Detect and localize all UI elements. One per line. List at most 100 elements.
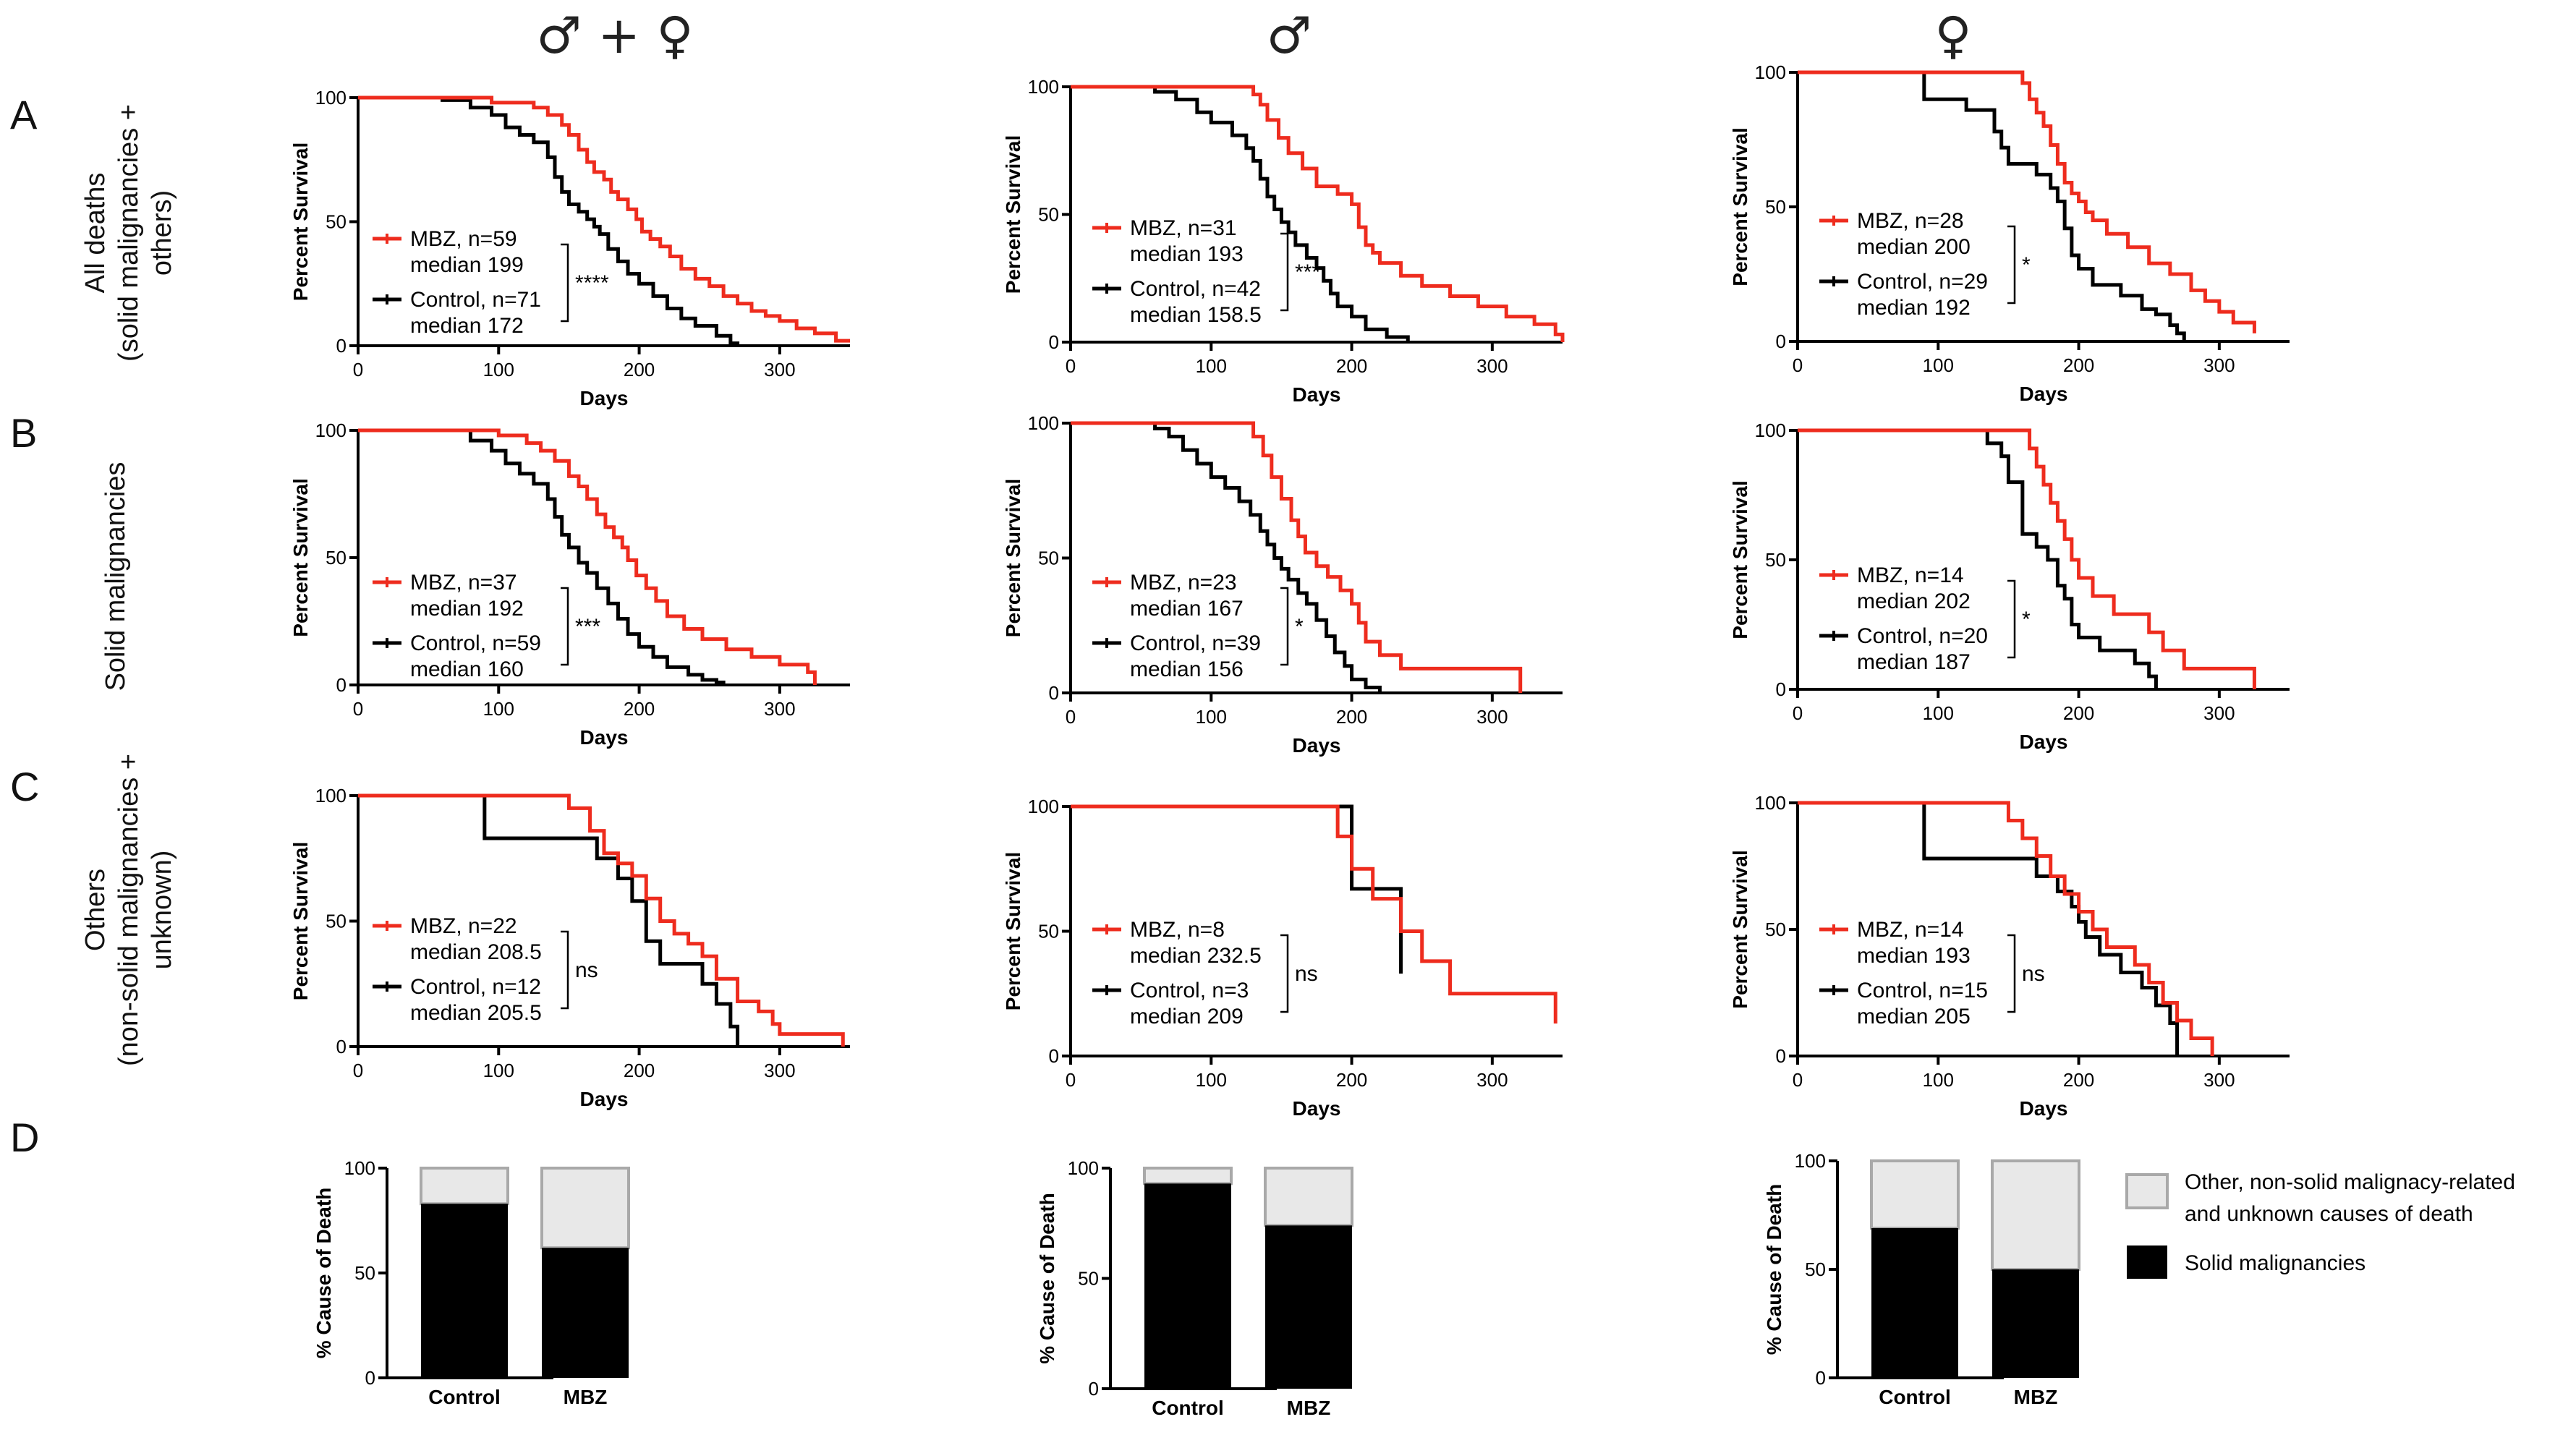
mbz-survival-curve bbox=[358, 95, 850, 343]
y-tick-label: 50 bbox=[1078, 1268, 1099, 1290]
legend-control-median: median 156 bbox=[1130, 657, 1244, 681]
y-tick-label: 50 bbox=[1038, 921, 1059, 942]
significance-label: *** bbox=[1295, 260, 1320, 284]
survival-plot-b-male: 0 50 100 0 100 200 300 Days Percent Survival MBZ,… bbox=[1002, 412, 1563, 757]
row-label-a-line-3: others) bbox=[147, 190, 177, 276]
x-tick-label: 0 bbox=[1793, 1069, 1803, 1091]
significance-bracket bbox=[1280, 232, 1289, 312]
row-label-b-line-1: Solid malignancies bbox=[101, 461, 131, 691]
y-tick-label: 0 bbox=[1049, 1045, 1059, 1067]
x-axis-title: Days bbox=[580, 387, 629, 409]
column-header-male: ♂ bbox=[1266, 6, 1312, 65]
control-survival-curve bbox=[358, 793, 740, 1047]
y-axis-title: Percent Survival bbox=[1002, 852, 1024, 1010]
legend-control-label: Control, n=42 bbox=[1130, 277, 1261, 301]
legend-mbz-label: MBZ, n=31 bbox=[1130, 216, 1237, 240]
row-letter-c: C bbox=[10, 764, 40, 809]
y-axis-title: Percent Survival bbox=[289, 142, 312, 301]
y-tick-label: 100 bbox=[315, 420, 347, 441]
y-tick-label: 100 bbox=[1755, 792, 1786, 814]
mbz-survival-curve bbox=[1798, 70, 2256, 333]
bar-plot-d-male: 0 50 100 % Cause of Death Control MBZ bbox=[1036, 1157, 1353, 1419]
y-axis-title: Percent Survival bbox=[1729, 850, 1751, 1008]
x-tick-label: 0 bbox=[353, 698, 363, 720]
row-label-a-line-2: (solid malignancies + bbox=[114, 104, 144, 362]
x-tick-label: 300 bbox=[2203, 702, 2235, 724]
legend-mbz-median: median 199 bbox=[410, 253, 524, 277]
significance-label: ns bbox=[575, 958, 598, 982]
survival-plot-c-both: 0 50 100 0 100 200 300 Days Percent Survival MBZ,… bbox=[289, 785, 850, 1110]
bar-segment-other bbox=[1991, 1159, 2080, 1271]
x-tick-label: 0 bbox=[1066, 355, 1076, 377]
mbz-survival-curve bbox=[1071, 85, 1565, 342]
y-tick-label: 0 bbox=[336, 1036, 347, 1057]
row-label-a: All deaths (solid malignancies + others) bbox=[79, 104, 179, 362]
legend-mbz-median: median 192 bbox=[410, 597, 524, 621]
x-tick-label: 300 bbox=[764, 359, 795, 380]
significance-label: ns bbox=[1295, 962, 1318, 986]
y-tick-label: 100 bbox=[1755, 61, 1786, 83]
legend-control-median: median 209 bbox=[1130, 1005, 1244, 1029]
x-axis-title: Days bbox=[1293, 383, 1341, 406]
x-tick-label: 100 bbox=[483, 359, 514, 380]
x-tick-label: 200 bbox=[1336, 355, 1367, 377]
survival-plot-a-female: 0 50 100 0 100 200 300 Days Percent Survival MBZ,… bbox=[1729, 61, 2290, 405]
mbz-survival-curve bbox=[1071, 421, 1523, 693]
legend-swatch-other bbox=[2125, 1173, 2169, 1209]
legend-control-median: median 187 bbox=[1857, 650, 1971, 674]
legend-control-label: Control, n=3 bbox=[1130, 979, 1249, 1002]
row-label-b: Solid malignancies bbox=[99, 462, 132, 691]
legend-control-median: median 158.5 bbox=[1130, 303, 1262, 327]
x-tick-label: 200 bbox=[2063, 1069, 2094, 1091]
y-axis-title: % Cause of Death bbox=[313, 1188, 335, 1359]
legend-mbz-label: MBZ, n=28 bbox=[1857, 209, 1964, 233]
x-axis-title: Days bbox=[1293, 1097, 1341, 1120]
x-tick-label: 200 bbox=[624, 698, 655, 720]
x-tick-label: 300 bbox=[764, 1060, 795, 1081]
legend-mbz-median: median 202 bbox=[1857, 589, 1971, 613]
mbz-survival-curve bbox=[358, 793, 845, 1047]
survival-plot-c-male: 0 50 100 0 100 200 300 Days Percent Survival MBZ,… bbox=[1002, 796, 1563, 1120]
bar-segment-other bbox=[540, 1167, 630, 1250]
y-axis-title: Percent Survival bbox=[1729, 127, 1751, 286]
x-category-label: MBZ bbox=[1287, 1397, 1331, 1419]
x-tick-label: 0 bbox=[1793, 702, 1803, 724]
x-tick-label: 100 bbox=[1923, 702, 1954, 724]
legend-swatch-solid bbox=[2127, 1245, 2167, 1279]
x-tick-label: 100 bbox=[1196, 1069, 1227, 1091]
survival-plot-b-female: 0 50 100 0 100 200 300 Days Percent Survival MBZ,… bbox=[1729, 420, 2290, 753]
bar-segment-solid bbox=[1992, 1269, 2079, 1378]
x-tick-label: 0 bbox=[1066, 706, 1076, 728]
y-tick-label: 100 bbox=[1755, 420, 1786, 441]
legend-mbz-median: median 200 bbox=[1857, 235, 1971, 259]
y-tick-label: 50 bbox=[1805, 1259, 1826, 1280]
x-category-label: Control bbox=[1879, 1386, 1951, 1408]
bar-plot-d-both: 0 50 100 % Cause of Death Control MBZ bbox=[313, 1157, 630, 1408]
legend-mbz-label: MBZ, n=37 bbox=[410, 571, 517, 595]
row-letter-d: D bbox=[10, 1115, 40, 1160]
x-tick-label: 200 bbox=[624, 359, 655, 380]
row-label-c-line-2: (non-solid malignancies + bbox=[114, 754, 144, 1066]
x-tick-label: 200 bbox=[624, 1060, 655, 1081]
legend-mbz-label: MBZ, n=59 bbox=[410, 227, 517, 251]
x-tick-label: 200 bbox=[1336, 1069, 1367, 1091]
legend-control-label: Control, n=29 bbox=[1857, 270, 1988, 294]
y-tick-label: 50 bbox=[354, 1262, 375, 1284]
legend-control-median: median 205 bbox=[1857, 1005, 1971, 1029]
row-label-c-line-1: Others bbox=[80, 868, 111, 952]
legend-control-median: median 205.5 bbox=[410, 1001, 542, 1025]
y-tick-label: 100 bbox=[315, 87, 347, 108]
legend-control-median: median 192 bbox=[1857, 296, 1971, 320]
y-tick-label: 0 bbox=[365, 1367, 375, 1389]
x-category-label: MBZ bbox=[564, 1386, 608, 1408]
x-category-label: Control bbox=[1152, 1397, 1224, 1419]
legend-control-label: Control, n=12 bbox=[410, 975, 541, 999]
y-tick-label: 50 bbox=[1765, 919, 1786, 940]
bar-segment-solid bbox=[542, 1248, 629, 1378]
y-tick-label: 100 bbox=[315, 785, 347, 806]
significance-bracket bbox=[561, 243, 569, 323]
legend-mbz-median: median 193 bbox=[1130, 242, 1244, 266]
x-tick-label: 100 bbox=[483, 698, 514, 720]
x-category-label: MBZ bbox=[2014, 1386, 2058, 1408]
